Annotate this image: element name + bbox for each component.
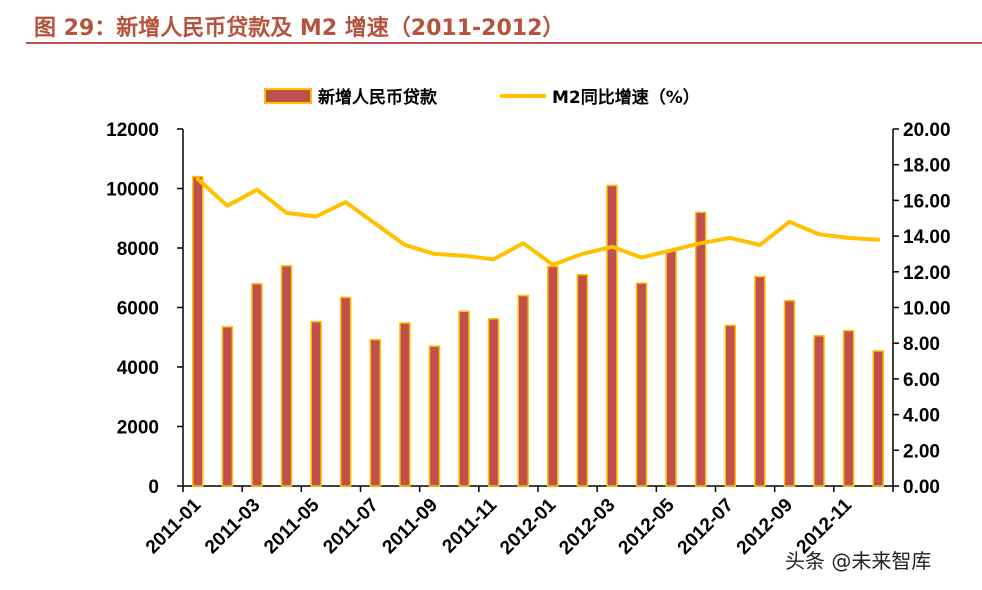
y-right-tick-label: 2.00: [903, 441, 940, 462]
chart-legend: 新增人民币贷款 M2同比增速（%）: [264, 87, 700, 108]
legend-label-m2: M2同比增速（%）: [552, 87, 700, 108]
bar: [192, 175, 204, 487]
y-right-tick-label: 16.00: [903, 191, 951, 212]
x-tick-label: 2012-01: [496, 494, 560, 558]
y-right-tick-label: 6.00: [903, 370, 940, 391]
y-right-tick-label: 4.00: [903, 406, 940, 427]
bar: [251, 282, 263, 487]
legend-label-loans: 新增人民币贷款: [318, 87, 438, 108]
x-tick-label: 2012-03: [555, 495, 619, 559]
bar: [576, 274, 589, 487]
x-tick-label: 2011-01: [142, 494, 206, 558]
bar: [369, 338, 382, 487]
bar: [754, 275, 766, 487]
y-right-tick-label: 14.00: [903, 227, 951, 248]
bar: [635, 282, 648, 487]
bar: [339, 296, 352, 487]
y-right-tick-label: 0.00: [903, 477, 940, 498]
bar: [872, 350, 884, 487]
y-right-tick-label: 10.00: [903, 299, 951, 320]
x-tick-labels: 2011-012011-032011-052011-072011-092011-…: [142, 494, 857, 558]
y-right-tick-label: 20.00: [903, 120, 951, 141]
bar: [547, 265, 559, 487]
x-tick-label: 2012-05: [615, 494, 679, 558]
y-right-tick-label: 12.00: [903, 263, 951, 284]
y-left-tick-label: 10000: [106, 180, 159, 201]
chart-axes: 0 2000 4000 6000 8000 10000 12000 0.00 2.00 4.00 6…: [106, 120, 950, 498]
figure-header: 图 29：新增人民币贷款及 M2 增速（2011-2012）: [26, 6, 982, 44]
x-tick-label: 2011-07: [319, 495, 382, 558]
x-tick-label: 2011-11: [438, 494, 501, 557]
y-left-tick-label: 6000: [117, 299, 159, 320]
x-tick-label: 2011-05: [260, 494, 324, 558]
bar: [694, 211, 707, 487]
x-tick-label: 2012-07: [674, 495, 738, 559]
y-left-tick-label: 12000: [106, 120, 159, 141]
bar: [813, 335, 825, 487]
bar: [399, 322, 411, 487]
y-left-tick-label: 8000: [117, 239, 159, 260]
bar: [842, 329, 855, 487]
bar: [783, 299, 796, 487]
bar-series: [192, 175, 884, 487]
y-left-tick-label: 4000: [117, 358, 159, 379]
bar: [458, 310, 470, 487]
y-right-tick-label: 8.00: [903, 334, 940, 355]
bar: [310, 321, 322, 487]
bar: [487, 318, 500, 487]
line-series: [195, 177, 881, 267]
bar: [221, 326, 234, 487]
y-left-tick-label: 0: [148, 477, 159, 498]
x-tick-label: 2011-03: [201, 495, 264, 558]
y-left-tick-label: 2000: [117, 418, 159, 439]
y-right-tick-label: 18.00: [903, 156, 951, 177]
bar: [280, 265, 293, 487]
bar: [665, 250, 677, 487]
x-tick-label: 2011-09: [379, 495, 442, 558]
bar: [517, 294, 529, 487]
bar: [724, 324, 737, 487]
legend-swatch-loans: [264, 88, 312, 104]
m2-growth-line: [195, 177, 881, 267]
bar: [428, 345, 441, 487]
figure-title: 图 29：新增人民币贷款及 M2 增速（2011-2012）: [34, 16, 565, 41]
bar: [606, 184, 618, 487]
watermark-text: 头条 @未来智库: [785, 549, 931, 573]
